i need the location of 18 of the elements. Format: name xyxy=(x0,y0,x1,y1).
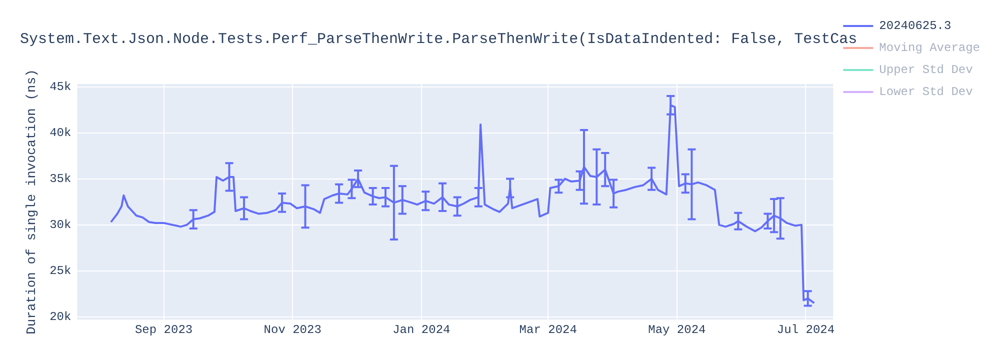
y-tick-label: 30k xyxy=(50,218,72,232)
legend-label: Upper Std Dev xyxy=(879,63,973,78)
x-tick-label: Jul 2024 xyxy=(776,322,835,337)
legend-label: 20240625.3 xyxy=(879,19,952,34)
x-tick-label: Nov 2023 xyxy=(264,322,322,337)
y-tick-label: 45k xyxy=(50,80,72,94)
chart-title: System.Text.Json.Node.Tests.Perf_ParseThenWrite.ParseThenWrite(IsDataIndented: False, TestCas xyxy=(20,30,858,48)
y-tick-label: 35k xyxy=(50,172,72,186)
x-tick-label: May 2024 xyxy=(648,322,706,337)
x-tick-label: Jan 2024 xyxy=(392,322,450,337)
y-tick-label: 25k xyxy=(50,264,72,278)
y-axis-title: Duration of single invocation (ns) xyxy=(24,69,40,334)
x-tick-label: Mar 2024 xyxy=(519,322,577,337)
x-tick-label: Sep 2023 xyxy=(134,322,193,337)
legend-label: Moving Average xyxy=(879,41,980,56)
y-tick-label: 40k xyxy=(50,126,72,140)
legend-label: Lower Std Dev xyxy=(879,85,973,100)
y-tick-label: 20k xyxy=(50,310,72,324)
